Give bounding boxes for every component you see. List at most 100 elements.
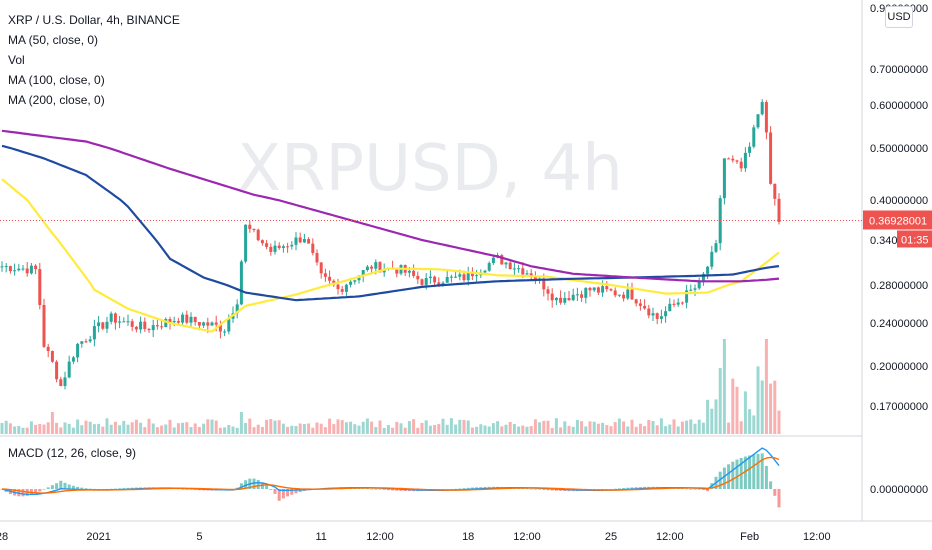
candle-body	[643, 305, 647, 309]
macd-histogram-bar	[256, 479, 260, 489]
macd-histogram-bar	[462, 488, 466, 489]
time-tick-label: 25	[605, 531, 617, 543]
volume-bar	[122, 420, 126, 434]
macd-histogram-bar	[630, 487, 634, 489]
candle-body	[50, 351, 54, 362]
volume-bar	[529, 426, 533, 434]
macd-histogram-bar	[189, 489, 193, 490]
candle-body	[101, 322, 105, 329]
volume-bar	[487, 426, 491, 434]
candle-body	[617, 294, 621, 296]
candle-body	[554, 297, 558, 301]
indicator-ma100[interactable]: MA (100, close, 0)	[8, 73, 105, 87]
volume-bar	[407, 421, 411, 434]
macd-histogram-bar	[777, 489, 781, 508]
volume-bar	[668, 424, 672, 434]
volume-bar	[38, 424, 42, 434]
volume-bar	[428, 425, 432, 434]
candle-body	[731, 158, 735, 161]
candle-body	[710, 251, 714, 267]
candle-body	[764, 102, 768, 133]
time-axis[interactable]: 28 2021 5 11 12:00 18 12:00 25 12:00 Feb 12:00	[0, 531, 831, 543]
macd-histogram-bar	[374, 489, 378, 490]
candle-body	[491, 257, 495, 264]
macd-histogram-bar	[21, 489, 25, 497]
candle-body	[315, 253, 319, 263]
candle-body	[601, 286, 605, 293]
volume-bar	[596, 423, 600, 434]
candle-body	[521, 268, 525, 275]
volume-bar	[29, 421, 33, 434]
volume-bar	[109, 424, 113, 434]
volume-bar	[445, 424, 449, 434]
price-axis[interactable]: 0.17000000 0.20000000 0.24000000 0.28000000…	[870, 3, 928, 413]
volume-bar	[491, 423, 495, 434]
macd-histogram-bar	[706, 489, 710, 492]
candle-body	[487, 263, 491, 271]
macd-legend[interactable]: MACD (12, 26, close, 9)	[8, 446, 137, 460]
candle-body	[172, 320, 176, 323]
candle-body	[500, 255, 504, 265]
candle-body	[722, 158, 726, 199]
volume-bar	[0, 422, 4, 434]
indicator-ma200[interactable]: MA (200, close, 0)	[8, 93, 105, 107]
macd-histogram-bar	[399, 489, 403, 491]
candle-body	[63, 377, 67, 387]
candle-body	[353, 280, 357, 282]
candle-body	[298, 237, 302, 243]
candle-body	[567, 297, 571, 301]
candle-body	[189, 316, 193, 323]
price-tick-label: 0.20000000	[870, 361, 928, 373]
ma200-line	[1, 129, 780, 283]
volume-bar	[609, 426, 613, 434]
candle-body	[580, 294, 584, 298]
macd-histogram-bar	[113, 488, 117, 490]
candle-body	[105, 321, 109, 329]
candle-body	[706, 266, 710, 274]
volume-bar	[223, 427, 227, 434]
macd-histogram-bar	[395, 489, 399, 491]
macd-histogram-bar	[88, 488, 92, 490]
candle-body	[46, 346, 50, 352]
indicator-ma50[interactable]: MA (50, close, 0)	[8, 33, 99, 47]
macd-histogram-bar	[626, 487, 630, 489]
volume-bar	[613, 422, 617, 434]
volume-bar	[307, 423, 311, 434]
volume-bar	[710, 408, 714, 434]
volume-bar	[664, 426, 668, 434]
currency-button[interactable]: USD	[885, 6, 913, 28]
candle-body	[529, 273, 533, 277]
macd-histogram-bar	[764, 465, 768, 489]
candle-body	[76, 343, 80, 358]
volume-bar	[773, 380, 777, 434]
macd-histogram-bar	[42, 489, 46, 490]
symbol-title[interactable]: XRP / U.S. Dollar, 4h, BINANCE	[8, 13, 180, 27]
volume-bar	[92, 424, 96, 434]
volume-bar	[4, 420, 8, 434]
candle-body	[546, 289, 550, 294]
volume-bar	[718, 368, 722, 434]
volume-bar	[764, 339, 768, 434]
volume-bar	[731, 378, 735, 434]
volume-bar	[672, 419, 676, 434]
time-tick-label: 12:00	[656, 531, 684, 543]
candle-body	[223, 331, 227, 333]
volume-bar	[193, 423, 197, 434]
volume-bar	[244, 423, 248, 434]
macd-histogram-bar	[559, 489, 563, 491]
macd-histogram-bar	[386, 489, 390, 491]
volume-bar	[181, 422, 185, 434]
indicator-volume[interactable]: Vol	[8, 53, 25, 67]
volume-bar	[311, 427, 315, 434]
macd-histogram-bar	[118, 488, 122, 489]
volume-bar	[643, 426, 647, 434]
volume-bar	[286, 426, 290, 434]
volume-bar	[118, 425, 122, 434]
candle-body	[559, 297, 563, 303]
macd-histogram-bar	[445, 489, 449, 490]
volume-bar	[693, 423, 697, 434]
time-tick-label: 28	[0, 531, 8, 543]
candle-body	[739, 161, 743, 169]
volume-bar	[630, 419, 634, 434]
